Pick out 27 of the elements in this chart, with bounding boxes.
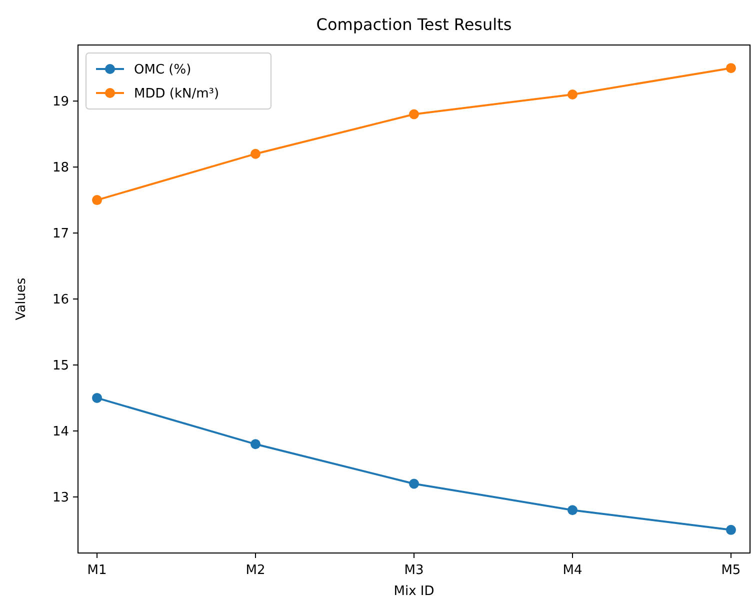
point <box>250 148 261 159</box>
y-tick-label: 19 <box>52 94 69 110</box>
y-tick-label: 18 <box>52 160 69 176</box>
y-tick-label: 15 <box>52 358 69 374</box>
legend-label: MDD (kN/m³) <box>134 86 220 102</box>
legend-label: OMC (%) <box>134 62 192 78</box>
x-tick-label: M4 <box>562 563 582 578</box>
point <box>250 439 261 450</box>
y-tick-label: 16 <box>52 292 69 308</box>
x-tick-label: M2 <box>246 563 266 578</box>
y-tick-label: 17 <box>52 226 69 242</box>
point <box>567 505 578 516</box>
point <box>409 109 419 120</box>
x-axis-title: Mix ID <box>394 584 434 599</box>
x-tick-label: M3 <box>404 563 424 578</box>
point <box>567 89 578 100</box>
point <box>92 392 102 403</box>
point <box>726 524 736 535</box>
x-tick-label: M1 <box>87 563 107 578</box>
chart-title: Compaction Test Results <box>316 15 512 34</box>
y-axis-title: Values <box>14 278 29 320</box>
x-tick-label: M5 <box>721 563 741 578</box>
point <box>726 63 736 74</box>
y-tick-label: 14 <box>52 424 69 440</box>
y-tick-label: 13 <box>52 490 69 506</box>
point <box>92 195 102 206</box>
point <box>409 478 419 489</box>
